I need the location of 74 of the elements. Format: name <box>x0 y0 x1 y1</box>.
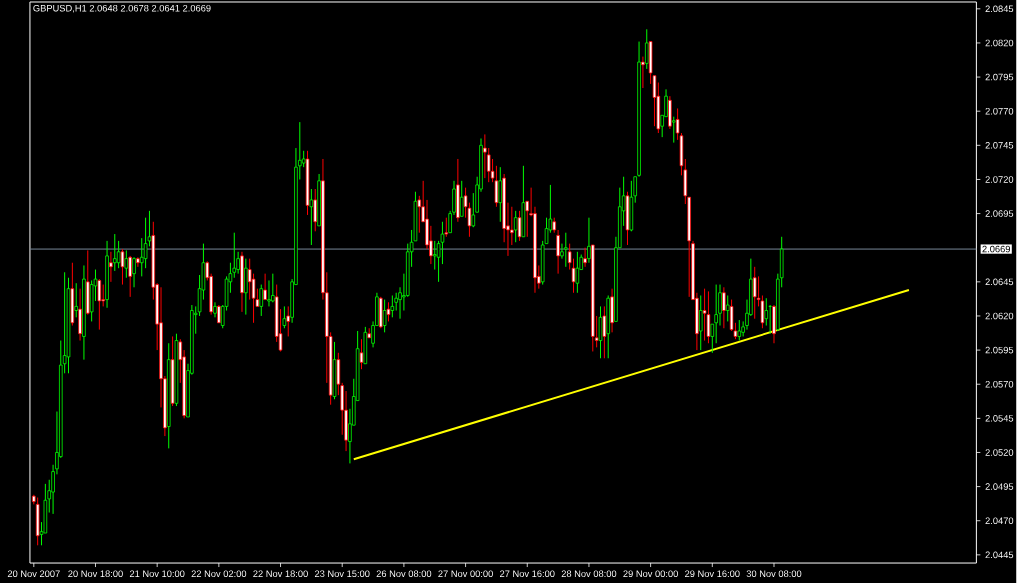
candlestick <box>286 305 291 337</box>
candlestick <box>109 251 113 283</box>
candlestick <box>752 266 757 320</box>
chart-title: GBPUSD,H1 2.0648 2.0678 2.0641 2.0669 <box>33 4 211 13</box>
candlestick <box>101 284 105 307</box>
candlestick <box>583 247 587 268</box>
candlestick <box>644 28 649 70</box>
candlestick <box>714 284 718 344</box>
candlestick <box>710 323 715 354</box>
y-tick-label: 2.0820 <box>985 39 1014 47</box>
y-tick-label: 2.0620 <box>985 312 1014 320</box>
candlestick <box>263 273 267 301</box>
y-tick-label: 2.0570 <box>985 380 1014 388</box>
x-tick-label: 23 Nov 15:00 <box>314 570 370 577</box>
candlestick <box>124 249 129 279</box>
candlestick <box>97 278 102 331</box>
x-tick-label: 21 Nov 10:00 <box>129 570 185 577</box>
candlestick <box>259 284 264 317</box>
y-tick-label: 2.0845 <box>985 5 1014 13</box>
candlestick <box>498 166 503 223</box>
candlestick <box>386 301 391 322</box>
y-tick-label: 2.0445 <box>985 551 1014 559</box>
candlestick <box>768 304 773 335</box>
candlestick <box>271 273 275 303</box>
candlestick <box>641 56 645 89</box>
candlestick <box>513 210 518 243</box>
candlestick <box>702 288 707 342</box>
y-tick-label: 2.0595 <box>985 346 1014 354</box>
x-tick-label: 27 Nov 00:00 <box>438 570 493 577</box>
candlestick <box>313 188 318 232</box>
candlestick <box>444 217 449 238</box>
x-tick-label: 27 Nov 16:00 <box>500 570 555 577</box>
candlestick <box>359 338 364 370</box>
x-tick-label: 20 Nov 2007 <box>7 570 60 577</box>
candlestick <box>74 282 78 318</box>
candlestick <box>722 286 726 329</box>
y-tick-label: 2.0470 <box>985 517 1014 525</box>
candlestick <box>128 255 132 298</box>
y-tick-label: 2.0520 <box>985 449 1014 456</box>
candlestick <box>432 240 437 271</box>
x-tick-label: 29 Nov 16:00 <box>685 570 740 577</box>
candlestick <box>725 294 730 322</box>
candlestick <box>598 305 603 359</box>
y-tick-label: 2.0645 <box>985 278 1014 286</box>
y-tick-label: 2.0720 <box>985 176 1014 183</box>
y-tick-label: 2.0795 <box>985 73 1014 81</box>
candlestick <box>459 180 464 217</box>
candlestick <box>112 233 117 272</box>
candlestick <box>737 319 742 342</box>
ref-line-label: 2.0669 <box>982 245 1011 253</box>
x-tick-label: 22 Nov 18:00 <box>253 570 308 577</box>
candlestick <box>132 256 136 288</box>
candlestick <box>483 133 487 179</box>
y-tick-label: 2.0745 <box>985 142 1014 149</box>
candlestick <box>267 279 271 307</box>
x-tick-label: 26 Nov 08:00 <box>376 570 432 577</box>
candlestick <box>587 217 591 264</box>
candlestick <box>671 116 676 144</box>
candlestick <box>564 232 568 268</box>
x-tick-label: 28 Nov 08:00 <box>561 570 617 577</box>
x-tick-label: 29 Nov 00:00 <box>623 570 678 577</box>
y-tick-label: 2.0695 <box>985 210 1014 217</box>
y-tick-label: 2.0495 <box>985 483 1014 490</box>
x-tick-label: 30 Nov 08:00 <box>746 570 802 577</box>
candlestick <box>417 195 422 234</box>
candlestick <box>213 301 217 318</box>
candlestick <box>282 305 287 329</box>
y-tick-label: 2.0770 <box>985 107 1014 115</box>
candlestick <box>136 256 140 268</box>
candlestick <box>706 290 711 344</box>
x-tick-label: 22 Nov 02:00 <box>191 570 247 577</box>
y-tick-label: 2.0545 <box>985 415 1014 422</box>
x-tick-label: 20 Nov 18:00 <box>68 570 123 577</box>
candlestick <box>382 299 387 333</box>
